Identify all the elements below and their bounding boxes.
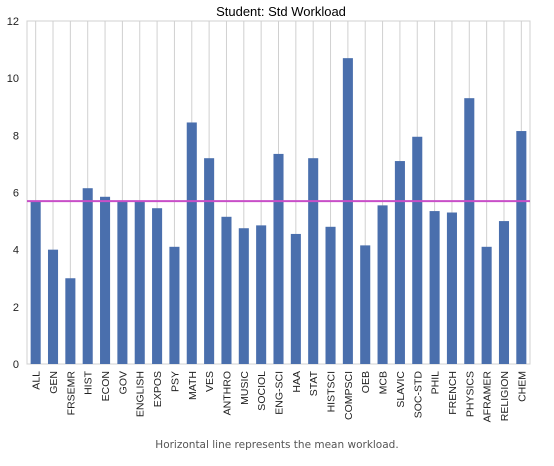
x-tick-label: SOCIOL (256, 371, 268, 411)
x-tick-label: MCB (378, 371, 390, 394)
bar (273, 153, 284, 364)
bar (169, 246, 180, 364)
bar (152, 208, 163, 364)
x-tick-label: ALL (31, 371, 43, 390)
x-tick-label: VES (204, 371, 216, 392)
x-tick-label: ENG-SCI (274, 371, 286, 415)
y-tick-label: 6 (13, 188, 19, 200)
bar (446, 212, 457, 364)
x-tick-label: RELIGION (499, 371, 511, 421)
bar (412, 136, 423, 364)
x-tick-label: CHEM (516, 371, 528, 402)
x-tick-label: ANTHRO (221, 371, 233, 415)
bar (47, 249, 59, 364)
x-tick-label: FRENCH (447, 371, 459, 415)
x-axis: ALL GEN FRSEMR HIST ECON GOV ENGLISH EXPOS PSY MA… (31, 370, 529, 422)
bar (65, 278, 76, 364)
x-tick-label: PHYSICS (464, 371, 476, 417)
x-tick-label: COMPSCI (343, 371, 355, 420)
x-tick-label: SLAVIC (395, 371, 407, 408)
x-tick-label: ECON (100, 371, 112, 401)
bar (221, 216, 232, 364)
bar (516, 131, 527, 364)
x-tick-label: MUSIC (239, 371, 251, 405)
bar (481, 246, 492, 364)
bar (30, 201, 41, 364)
x-tick-label: GEN (48, 371, 60, 394)
bar (464, 98, 475, 365)
x-tick-label: OEB (360, 371, 372, 393)
x-tick-label: EXPOS (152, 371, 164, 407)
x-tick-label: HIST (83, 370, 95, 395)
x-tick-label: STAT (308, 370, 320, 396)
bar (238, 228, 249, 364)
bar (325, 226, 336, 364)
y-tick-label: 0 (13, 359, 19, 371)
bar (394, 161, 405, 364)
x-tick-label: ENGLISH (135, 371, 147, 417)
x-tick-label: PHIL (430, 371, 442, 395)
bar (186, 122, 197, 365)
bar (290, 233, 301, 364)
x-tick-label: PSY (169, 371, 181, 392)
bar (134, 201, 145, 364)
bar (100, 196, 111, 364)
y-tick-label: 2 (13, 302, 19, 314)
bars (30, 58, 527, 365)
bar (308, 158, 319, 364)
y-tick-label: 8 (13, 130, 19, 142)
bar (256, 225, 267, 364)
y-tick-label: 4 (13, 245, 19, 257)
bar (82, 188, 93, 364)
x-tick-label: HAA (291, 371, 303, 393)
bar (429, 211, 440, 364)
x-tick-label: MATH (187, 371, 199, 400)
x-tick-label: FRSEMR (65, 371, 77, 416)
y-tick-label: 12 (7, 16, 19, 28)
chart-title: Student: Std Workload (216, 4, 346, 19)
bar (342, 58, 353, 365)
y-tick-label: 10 (7, 73, 19, 85)
bar (377, 205, 388, 364)
x-tick-label: HISTSCI (326, 371, 338, 412)
chart-caption: Horizontal line represents the mean work… (155, 439, 399, 451)
x-tick-label: SOC-STD (412, 371, 424, 419)
bar (204, 158, 215, 364)
bar (360, 245, 371, 364)
x-tick-label: GOV (117, 371, 129, 394)
bar (498, 221, 510, 364)
bar (117, 201, 128, 364)
x-tick-label: AFRAMER (482, 371, 494, 423)
y-axis: 0 2 4 6 8 10 12 (7, 16, 19, 371)
